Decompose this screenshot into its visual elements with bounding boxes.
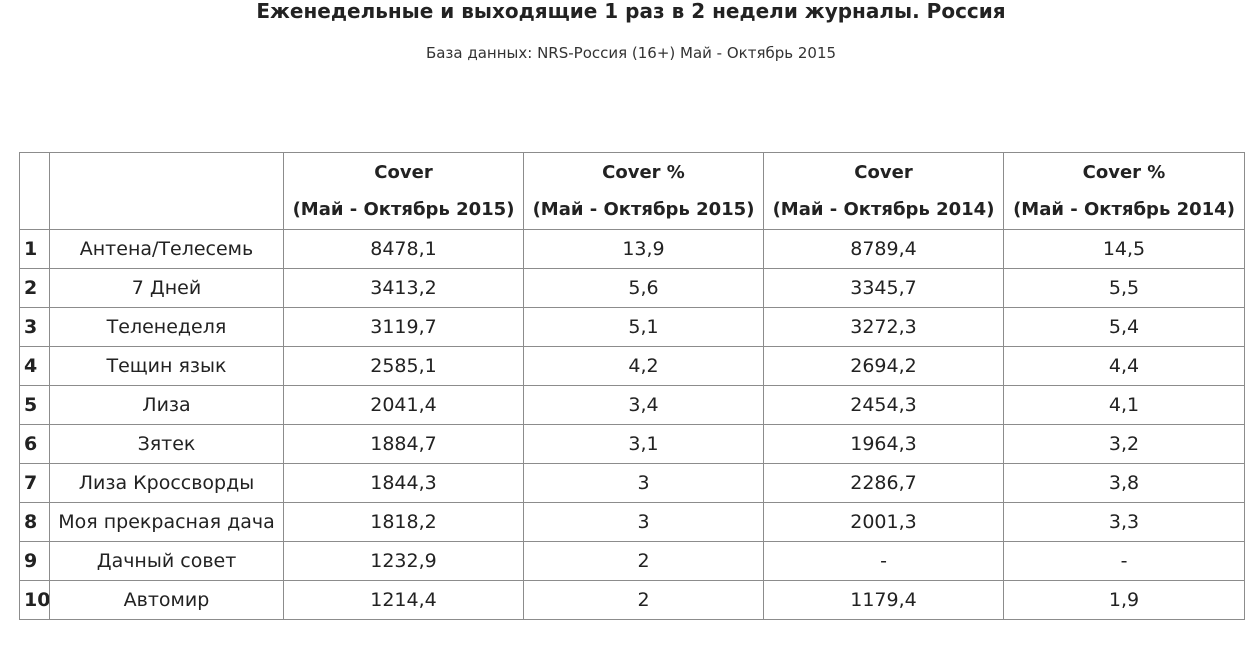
header-line: (Май - Октябрь 2014) — [772, 199, 995, 220]
cover-pct-2015-cell: 3 — [523, 463, 764, 503]
header-cell-cover-2014: Cover (Май - Октябрь 2014) — [763, 152, 1004, 230]
cover-pct-2014-cell: 3,8 — [1003, 463, 1245, 503]
cover-2014-cell: 3272,3 — [763, 307, 1004, 347]
cover-pct-2014-cell: 1,9 — [1003, 580, 1245, 620]
header-cell-cover-2015: Cover (Май - Октябрь 2015) — [283, 152, 524, 230]
magazine-name-cell: Тещин язык — [49, 346, 284, 386]
magazine-name-cell: Теленеделя — [49, 307, 284, 347]
cover-pct-2014-cell: 5,5 — [1003, 268, 1245, 308]
cover-pct-2015-cell: 4,2 — [523, 346, 764, 386]
magazine-name-cell: Лиза Кроссворды — [49, 463, 284, 503]
cover-pct-2014-cell: 4,1 — [1003, 385, 1245, 425]
cover-2014-cell: 2454,3 — [763, 385, 1004, 425]
cover-2014-cell: 2001,3 — [763, 502, 1004, 542]
rank-cell: 4 — [19, 346, 50, 386]
header-line: (Май - Октябрь 2015) — [292, 199, 515, 220]
cover-2015-cell: 8478,1 — [283, 229, 524, 269]
table-header-row: Cover (Май - Октябрь 2015) Cover % (Май … — [19, 152, 1245, 230]
cover-pct-2015-cell: 3,1 — [523, 424, 764, 464]
header-line: Cover % — [602, 162, 685, 183]
table-row: 10 Автомир 1214,4 2 1179,4 1,9 — [19, 580, 1245, 620]
magazine-name-cell: Моя прекрасная дача — [49, 502, 284, 542]
table-row: 9 Дачный совет 1232,9 2- - — [19, 541, 1245, 581]
cover-pct-2014-cell: 5,4 — [1003, 307, 1245, 347]
data-table: Cover (Май - Октябрь 2015) Cover % (Май … — [19, 152, 1245, 620]
header-cell-cover-pct-2015: Cover % (Май - Октябрь 2015) — [523, 152, 764, 230]
rank-cell: 10 — [19, 580, 50, 620]
header-cell-cover-pct-2014: Cover % (Май - Октябрь 2014) — [1003, 152, 1245, 230]
cover-pct-2015-cell: 3 — [523, 502, 764, 542]
cover-pct-2014-cell: 3,2 — [1003, 424, 1245, 464]
cover-2014-cell: - — [763, 541, 1004, 581]
cover-2015-cell: 1884,7 — [283, 424, 524, 464]
rank-cell: 3 — [19, 307, 50, 347]
cover-pct-2014-cell: 14,5 — [1003, 229, 1245, 269]
cover-pct-2015-cell: 2 — [523, 580, 764, 620]
rank-cell: 6 — [19, 424, 50, 464]
cover-2015-cell: 1232,9 — [283, 541, 524, 581]
table-row: 5 Лиза 2041,4 3,4 2454,3 4,1 — [19, 385, 1245, 425]
table-row: 7 Лиза Кроссворды 1844,3 3 2286,7 3,8 — [19, 463, 1245, 503]
cover-2015-cell: 1844,3 — [283, 463, 524, 503]
header-line: Cover % — [1082, 162, 1166, 183]
table-row: 1 Антена/Телесемь 8478,1 13,9 8789,4 14,5 — [19, 229, 1245, 269]
cover-pct-2014-cell: 4,4 — [1003, 346, 1245, 386]
header-cell-rank — [19, 152, 50, 230]
cover-pct-2015-cell: 3,4 — [523, 385, 764, 425]
table-row: 4 Тещин язык 2585,1 4,2 2694,2 4,4 — [19, 346, 1245, 386]
cover-pct-2014-cell: - — [1003, 541, 1245, 581]
magazine-name-cell: Дачный совет — [49, 541, 284, 581]
cover-pct-2015-cell: 13,9 — [523, 229, 764, 269]
header-line: (Май - Октябрь 2015) — [532, 199, 755, 220]
magazine-name-cell: Автомир — [49, 580, 284, 620]
magazine-name-cell: Антена/Телесемь — [49, 229, 284, 269]
rank-cell: 5 — [19, 385, 50, 425]
rank-cell: 8 — [19, 502, 50, 542]
rank-cell: 7 — [19, 463, 50, 503]
magazine-name-cell: 7 Дней — [49, 268, 284, 308]
cover-2015-cell: 2585,1 — [283, 346, 524, 386]
cover-2014-cell: 8789,4 — [763, 229, 1004, 269]
magazine-name-cell: Лиза — [49, 385, 284, 425]
cover-2015-cell: 1818,2 — [283, 502, 524, 542]
rank-cell: 2 — [19, 268, 50, 308]
rank-cell: 9 — [19, 541, 50, 581]
cover-pct-2015-cell: 2 — [523, 541, 764, 581]
cover-2015-cell: 3413,2 — [283, 268, 524, 308]
page-title: Еженедельные и выходящие 1 раз в 2 недел… — [256, 0, 1006, 23]
cover-2015-cell: 3119,7 — [283, 307, 524, 347]
cover-pct-2014-cell: 3,3 — [1003, 502, 1245, 542]
cover-pct-2015-cell: 5,6 — [523, 268, 764, 308]
cover-pct-2015-cell: 5,1 — [523, 307, 764, 347]
table-row: 6 Зятек 1884,7 3,1 1964,3 3,2 — [19, 424, 1245, 464]
header-line: (Май - Октябрь 2014) — [1013, 199, 1235, 220]
header-line: Cover — [374, 162, 433, 183]
cover-2014-cell: 2694,2 — [763, 346, 1004, 386]
magazine-name-cell: Зятек — [49, 424, 284, 464]
page-subtitle: База данных: NRS-Россия (16+) Май - Октя… — [425, 44, 837, 62]
cover-2014-cell: 1964,3 — [763, 424, 1004, 464]
rank-cell: 1 — [19, 229, 50, 269]
cover-2014-cell: 3345,7 — [763, 268, 1004, 308]
cover-2014-cell: 1179,4 — [763, 580, 1004, 620]
cover-2015-cell: 2041,4 — [283, 385, 524, 425]
header-line: Cover — [854, 162, 913, 183]
table-body: 1 Антена/Телесемь 8478,1 13,9 8789,4 14,5 2 7 Д… — [19, 229, 1245, 620]
cover-2014-cell: 2286,7 — [763, 463, 1004, 503]
table-row: 8 Моя прекрасная дача 1818,2 3 2001,3 3,3 — [19, 502, 1245, 542]
header-cell-name — [49, 152, 284, 230]
cover-2015-cell: 1214,4 — [283, 580, 524, 620]
table-row: 3 Теленеделя 3119,7 5,1 3272,3 5,4 — [19, 307, 1245, 347]
